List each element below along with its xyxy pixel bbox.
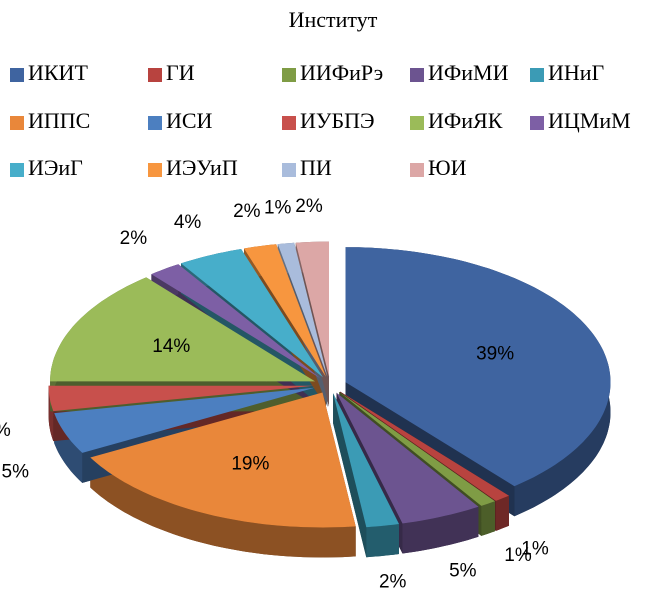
chart-title: Институт — [289, 7, 378, 32]
legend-label: ИППС — [28, 108, 90, 133]
slice-side — [90, 457, 356, 558]
legend-swatch — [530, 68, 544, 82]
slice-side — [481, 501, 495, 536]
slice — [48, 385, 314, 412]
legend-label: ИНиГ — [548, 60, 605, 85]
legend-swatch — [410, 68, 424, 82]
data-label: 3% — [0, 420, 11, 441]
legend-swatch — [148, 116, 162, 130]
slice — [54, 387, 315, 453]
data-label: 1% — [521, 539, 549, 560]
data-label: 4% — [174, 212, 202, 233]
data-label: 14% — [152, 336, 190, 357]
legend-swatch — [530, 116, 544, 130]
legend-swatch — [10, 163, 24, 177]
data-label: 2% — [120, 228, 148, 249]
data-label: 2% — [379, 571, 407, 592]
legend-swatch — [410, 163, 424, 177]
slice — [339, 391, 495, 506]
data-label: 19% — [231, 454, 269, 475]
legend-label: ИИФиРэ — [300, 60, 383, 85]
data-label: 39% — [476, 344, 514, 365]
legend-swatch — [148, 68, 162, 82]
slice — [345, 247, 611, 487]
slice-side — [366, 524, 399, 558]
slice — [336, 392, 479, 524]
slice — [333, 393, 399, 528]
legend-label: ИЭУиП — [166, 155, 238, 180]
pie — [48, 241, 611, 558]
slice-side — [402, 506, 479, 554]
data-label: 1% — [264, 198, 292, 219]
slice — [50, 277, 316, 382]
slice — [90, 392, 356, 528]
slice — [151, 264, 321, 379]
slice-wall — [333, 393, 367, 558]
slice — [340, 391, 509, 501]
legend-swatch — [410, 116, 424, 130]
legend-label: ИЦМиМ — [548, 108, 631, 133]
legend-label: ПИ — [300, 155, 332, 180]
legend-swatch — [10, 116, 24, 130]
data-label: 1% — [504, 545, 532, 566]
legend-label: ИКИТ — [28, 60, 88, 85]
data-label: 5% — [2, 462, 30, 483]
slice — [244, 244, 326, 377]
slice — [277, 242, 328, 377]
legend-swatch — [148, 163, 162, 177]
legend-label: ГИ — [166, 60, 195, 85]
slice — [295, 241, 329, 377]
slice-side — [48, 385, 54, 442]
legend-label: ИСИ — [166, 108, 213, 133]
legend-label: ЮИ — [428, 155, 467, 180]
legend-label: ИУБПЭ — [300, 108, 375, 133]
legend-swatch — [282, 68, 296, 82]
data-label: 5% — [449, 560, 477, 581]
legend-label: ИЭиГ — [28, 155, 83, 180]
legend-label: ИФиЯК — [428, 108, 503, 133]
data-label: 2% — [295, 196, 323, 217]
slice — [181, 249, 323, 378]
legend-swatch — [282, 116, 296, 130]
slice-side — [495, 495, 509, 531]
legend-swatch — [282, 163, 296, 177]
legend-label: ИФиМИ — [428, 60, 509, 85]
data-label: 2% — [233, 201, 261, 222]
legend-swatch — [10, 68, 24, 82]
